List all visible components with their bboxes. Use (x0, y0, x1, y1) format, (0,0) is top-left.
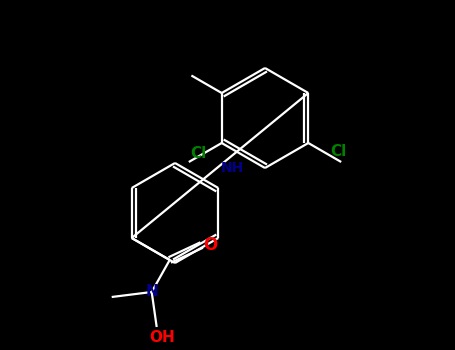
Text: Cl: Cl (191, 147, 207, 161)
Text: OH: OH (149, 329, 175, 344)
Text: O: O (203, 236, 218, 254)
Text: NH: NH (220, 161, 243, 175)
Text: Cl: Cl (330, 145, 346, 160)
Text: N: N (145, 285, 158, 300)
